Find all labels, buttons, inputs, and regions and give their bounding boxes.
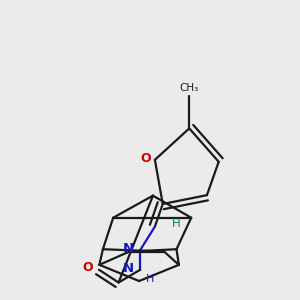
Text: O: O	[82, 261, 93, 274]
Text: H: H	[146, 274, 154, 284]
Text: N: N	[123, 242, 134, 255]
Text: N: N	[123, 262, 134, 275]
Text: O: O	[141, 152, 152, 165]
Text: CH₃: CH₃	[180, 83, 199, 93]
Text: H: H	[172, 217, 181, 230]
